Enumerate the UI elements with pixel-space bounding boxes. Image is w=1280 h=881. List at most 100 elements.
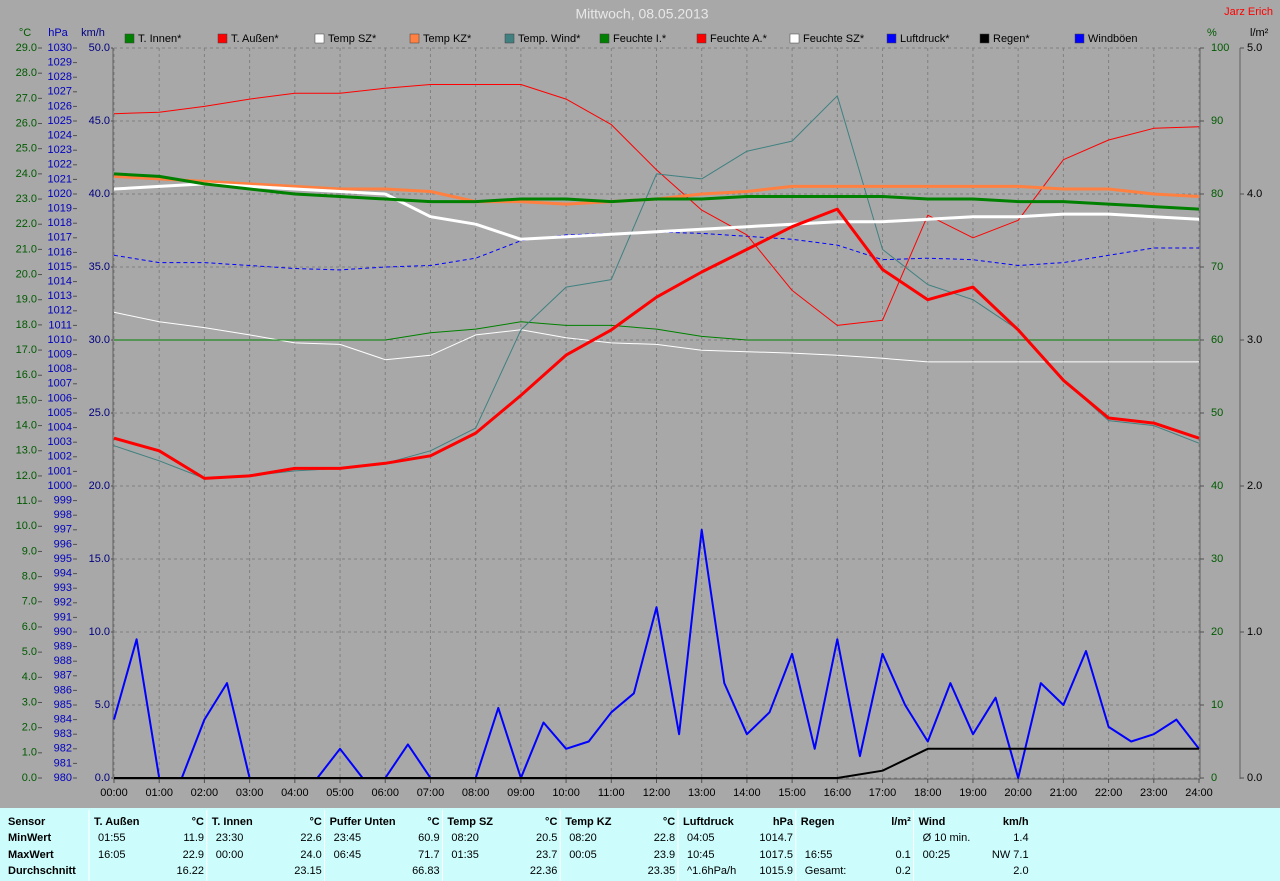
group-unit: °C: [192, 816, 204, 828]
table-cell: 23:45: [334, 832, 362, 844]
legend-label: T. Innen*: [138, 33, 182, 45]
y-tick-label: 100: [1211, 42, 1229, 54]
y-tick-label: 1010: [48, 334, 72, 346]
table-cell: 06:45: [334, 849, 362, 861]
table-cell: 08:20: [569, 832, 597, 844]
legend-label: Temp SZ*: [328, 33, 377, 45]
y-tick-label: 5.0: [22, 646, 37, 658]
x-tick-label: 08:00: [462, 787, 490, 799]
x-tick-label: 04:00: [281, 787, 309, 799]
table-cell: ^1.6hPa/h: [687, 865, 736, 877]
x-tick-label: 01:00: [145, 787, 173, 799]
table-cell: 01:55: [98, 832, 126, 844]
series-line: [114, 321, 1199, 341]
table-cell: 00:05: [569, 849, 597, 861]
y-tick-label: 30: [1211, 553, 1223, 565]
y-tick-label: 4.0: [1247, 188, 1262, 200]
y-tick-label: 1004: [48, 422, 72, 434]
group-name: T. Innen: [212, 816, 253, 828]
y-tick-label: 2.0: [22, 722, 37, 734]
x-tick-label: 16:00: [824, 787, 852, 799]
stats-table-bg: [0, 808, 1280, 881]
legend-label: T. Außen*: [231, 33, 279, 45]
table-cell: 04:05: [687, 832, 715, 844]
x-tick-label: 10:00: [552, 787, 580, 799]
x-tick-label: 21:00: [1050, 787, 1078, 799]
x-tick-label: 12:00: [643, 787, 671, 799]
y-tick-label: 10: [1211, 699, 1223, 711]
axis-unit: l/m²: [1250, 27, 1269, 39]
y-tick-label: 1030: [48, 42, 72, 54]
y-tick-label: 994: [54, 568, 72, 580]
table-cell: NW 7.1: [992, 849, 1029, 861]
y-tick-label: 1008: [48, 363, 72, 375]
y-tick-label: 19.0: [16, 294, 37, 306]
table-cell: 1017.5: [759, 849, 793, 861]
x-tick-label: 22:00: [1095, 787, 1123, 799]
y-tick-label: 1006: [48, 392, 72, 404]
y-tick-label: 90: [1211, 115, 1223, 127]
legend-label: Temp KZ*: [423, 33, 472, 45]
group-name: T. Außen: [94, 816, 140, 828]
x-tick-label: 05:00: [326, 787, 354, 799]
y-tick-label: 50.0: [89, 42, 110, 54]
x-tick-label: 18:00: [914, 787, 942, 799]
y-tick-label: 997: [54, 524, 72, 536]
y-tick-label: 17.0: [16, 344, 37, 356]
legend-swatch: [314, 33, 325, 44]
series-line: [113, 182, 1200, 241]
row-label: Sensor: [8, 816, 46, 828]
y-tick-label: 80: [1211, 188, 1223, 200]
table-cell: 0.1: [896, 849, 911, 861]
y-tick-label: 1021: [48, 173, 72, 185]
y-tick-label: 4.0: [22, 671, 37, 683]
table-cell: 16.22: [176, 865, 204, 877]
y-tick-label: 10.0: [89, 626, 110, 638]
legend-label: Windböen: [1088, 33, 1138, 45]
author: Jarz Erich: [1224, 6, 1273, 18]
table-cell: 23:30: [216, 832, 244, 844]
y-tick-label: 1009: [48, 349, 72, 361]
group-name: Wind: [919, 816, 946, 828]
chart-title: Mittwoch, 08.05.2013: [575, 6, 708, 22]
x-tick-label: 07:00: [417, 787, 445, 799]
legend-label: Feuchte A.*: [710, 33, 768, 45]
y-tick-label: 1014: [48, 276, 72, 288]
table-cell: 71.7: [418, 849, 439, 861]
y-tick-label: 6.0: [22, 621, 37, 633]
x-tick-label: 03:00: [236, 787, 264, 799]
y-tick-label: 40.0: [89, 188, 110, 200]
y-tick-label: 1001: [48, 465, 72, 477]
y-tick-label: 998: [54, 509, 72, 521]
y-tick-label: 1023: [48, 144, 72, 156]
y-tick-label: 20.0: [89, 480, 110, 492]
y-tick-label: 1012: [48, 305, 72, 317]
legend-label: Feuchte SZ*: [803, 33, 865, 45]
y-tick-label: 1025: [48, 115, 72, 127]
table-cell: Ø 10 min.: [923, 832, 971, 844]
y-tick-label: 27.0: [16, 92, 37, 104]
x-tick-label: 15:00: [778, 787, 806, 799]
y-tick-label: 0.0: [1247, 772, 1262, 784]
group-name: Puffer Unten: [330, 816, 396, 828]
y-tick-label: 26.0: [16, 117, 37, 129]
x-tick-label: 06:00: [371, 787, 399, 799]
y-tick-label: 0.0: [95, 772, 110, 784]
legend-label: Regen*: [993, 33, 1030, 45]
y-tick-label: 23.0: [16, 193, 37, 205]
y-tick-label: 987: [54, 670, 72, 682]
table-cell: 22.36: [530, 865, 558, 877]
legend-swatch: [696, 33, 707, 44]
y-tick-label: 35.0: [89, 261, 110, 273]
y-tick-label: 1020: [48, 188, 72, 200]
group-unit: km/h: [1003, 816, 1029, 828]
y-tick-label: 3.0: [22, 696, 37, 708]
y-tick-label: 14.0: [16, 419, 37, 431]
y-tick-label: 15.0: [89, 553, 110, 565]
row-label: MaxWert: [8, 849, 54, 861]
y-tick-label: 999: [54, 495, 72, 507]
legend-swatch: [1074, 33, 1085, 44]
y-tick-label: 25.0: [16, 143, 37, 155]
y-tick-label: 993: [54, 582, 72, 594]
